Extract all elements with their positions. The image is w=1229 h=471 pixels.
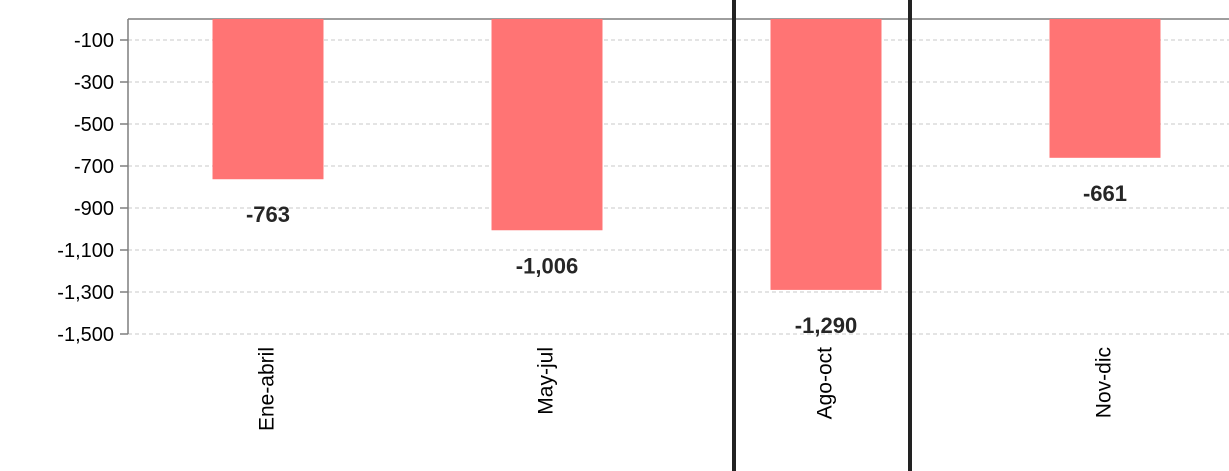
- y-tick-label: -500: [74, 114, 114, 136]
- bar-ago-oct: [770, 19, 882, 290]
- data-label: -1,006: [516, 253, 578, 278]
- category-label: Ene-abril: [256, 347, 279, 431]
- data-label: -1,290: [795, 313, 857, 338]
- data-label: -763: [246, 202, 290, 227]
- category-label: Nov-dic: [1093, 347, 1116, 418]
- data-label: -661: [1083, 181, 1127, 206]
- bar-ene-abril: [212, 19, 324, 180]
- category-labels: Ene-abril May-jul Ago-oct Nov-dic: [256, 347, 1116, 431]
- highlight-frame: [732, 0, 912, 471]
- y-tick-label: -700: [74, 156, 114, 178]
- data-labels: -763 -1,006 -1,290 -661: [246, 181, 1127, 338]
- bars: [212, 19, 1161, 290]
- y-axis-ticks: -100 -300 -500 -700 -900 -1,100 -1,300 -1,500: [57, 30, 128, 346]
- y-tick-label: -100: [74, 30, 114, 52]
- y-tick-label: -900: [74, 198, 114, 220]
- category-label: Ago-oct: [814, 347, 837, 420]
- bar-may-jul: [491, 19, 603, 231]
- y-tick-label: -300: [74, 72, 114, 94]
- y-tick-label: -1,100: [57, 240, 114, 262]
- bar-nov-dic: [1049, 19, 1161, 158]
- category-label: May-jul: [535, 347, 558, 415]
- y-tick-label: -1,500: [57, 324, 114, 346]
- y-tick-label: -1,300: [57, 282, 114, 304]
